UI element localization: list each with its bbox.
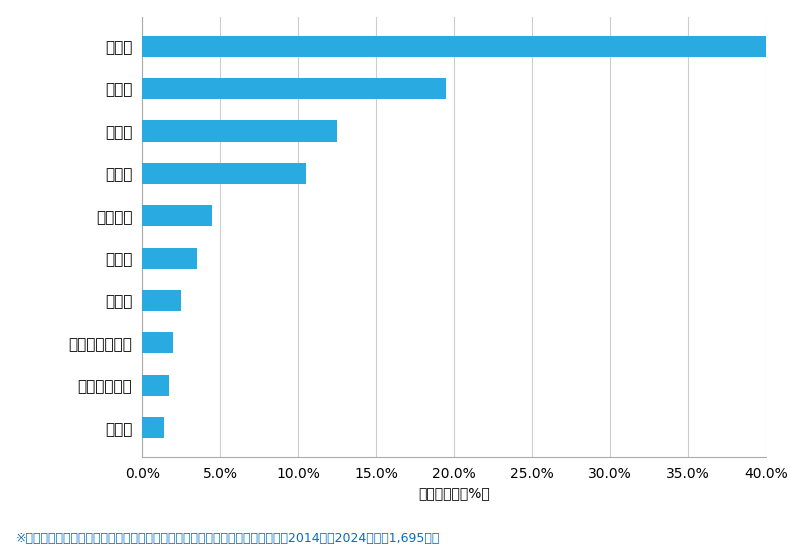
X-axis label: 件数の割合（%）: 件数の割合（%） xyxy=(419,487,490,501)
Bar xyxy=(142,247,197,269)
Bar xyxy=(142,78,446,99)
Bar xyxy=(142,120,337,142)
Bar xyxy=(142,36,774,57)
Text: ※弊社受付の案件を対象に、受付時に市区町村の回答があったものを集計（期間2014年～2024年、計1,695件）: ※弊社受付の案件を対象に、受付時に市区町村の回答があったものを集計（期間2014… xyxy=(16,532,440,545)
Bar xyxy=(142,163,306,184)
Bar xyxy=(142,205,213,226)
Bar xyxy=(142,332,173,354)
Bar xyxy=(142,290,181,311)
Bar xyxy=(142,417,164,438)
Bar xyxy=(142,375,169,396)
